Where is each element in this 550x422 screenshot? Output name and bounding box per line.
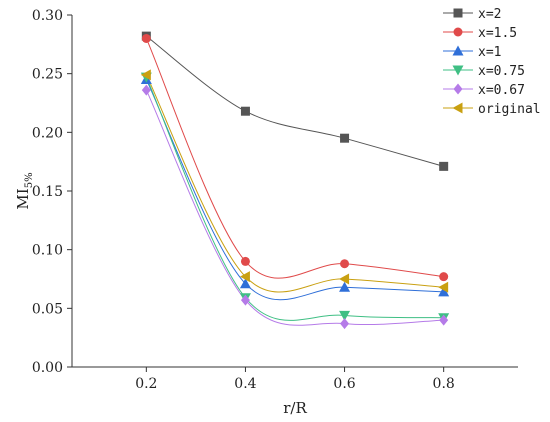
legend-label-x-1: x=1 — [478, 45, 501, 60]
data-point-x-0-67 — [439, 314, 449, 326]
legend: x=2 x=1.5 x=1 x=0.75 x=0.67 original — [443, 7, 541, 117]
data-point-x-0-67 — [240, 294, 250, 306]
data-point-original — [438, 281, 449, 293]
x-tick-label: 0.8 — [433, 376, 455, 392]
y-tick-label: 0.15 — [32, 184, 63, 200]
series-line-x-2 — [146, 35, 444, 167]
data-point-x-1-5 — [141, 33, 151, 43]
data-point-x-0-67 — [340, 318, 350, 330]
data-point-x-2 — [240, 106, 250, 116]
x-ticks: 0.2 0.4 0.6 0.8 — [135, 367, 455, 392]
legend-marker-x-2 — [453, 8, 463, 18]
series-line-x-1-5 — [145, 38, 444, 279]
y-ticks: 0.00 0.05 0.10 0.15 0.20 0.25 0.30 — [32, 8, 72, 376]
legend-label-x-0-75: x=0.75 — [478, 64, 525, 79]
y-tick-label: 0.25 — [32, 67, 63, 83]
legend-marker-x-0-75 — [452, 65, 464, 76]
legend-marker-original — [452, 102, 463, 114]
y-axis-title: MI5% — [14, 172, 35, 209]
x-tick-label: 0.6 — [333, 376, 355, 392]
legend-label-x-0-67: x=0.67 — [478, 83, 525, 98]
x-tick-label: 0.4 — [234, 376, 256, 392]
data-point-original — [239, 271, 250, 283]
y-tick-label: 0.20 — [32, 125, 63, 141]
series-line-original — [145, 74, 444, 293]
data-point-x-2 — [340, 133, 350, 143]
data-point-x-1 — [339, 281, 351, 292]
data-point-x-0-75 — [339, 310, 351, 321]
legend-label-x-1-5: x=1.5 — [478, 26, 517, 41]
data-point-x-1-5 — [240, 256, 250, 266]
data-point-x-1 — [239, 278, 251, 289]
data-point-x-0-67 — [141, 84, 151, 96]
legend-marker-x-0-67 — [453, 83, 463, 95]
x-tick-label: 0.2 — [135, 376, 157, 392]
series-line-x-1 — [145, 79, 444, 301]
plot-lines — [145, 35, 444, 326]
series-line-x-0-75 — [145, 76, 444, 321]
data-point-x-2 — [439, 161, 449, 171]
y-tick-label: 0.10 — [32, 243, 63, 259]
y-tick-label: 0.00 — [32, 360, 63, 376]
legend-label-x-2: x=2 — [478, 7, 501, 22]
data-point-x-1-5 — [340, 259, 350, 269]
y-tick-label: 0.30 — [32, 8, 63, 24]
data-point-x-1-5 — [439, 272, 449, 282]
legend-marker-x-1-5 — [453, 27, 463, 37]
series-line-x-0-67 — [145, 89, 444, 326]
x-axis-title: r/R — [283, 399, 307, 417]
data-point-original — [140, 69, 151, 81]
data-point-original — [339, 273, 350, 285]
y-axis-title-main: MI — [14, 188, 32, 209]
y-axis-title-subscript: 5% — [24, 172, 35, 188]
legend-marker-x-1 — [452, 45, 464, 56]
y-tick-label: 0.05 — [32, 301, 63, 317]
plot-markers — [140, 31, 450, 330]
legend-label-original: original — [478, 102, 541, 117]
data-point-x-1 — [438, 286, 450, 297]
